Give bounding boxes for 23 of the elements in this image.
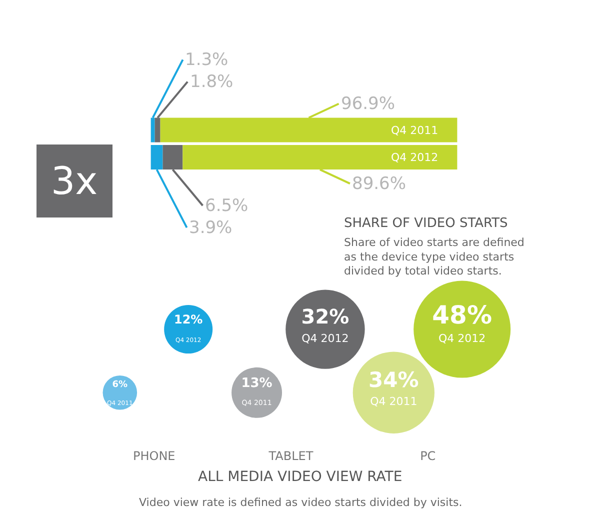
data-label: 6% [112, 380, 128, 390]
category-label: TABLET [268, 448, 314, 463]
text: SHARE OF VIDEO STARTS [344, 216, 508, 231]
text: 3x [51, 159, 98, 203]
text: Q4 2012 [302, 332, 349, 345]
data-label: 32% [301, 304, 350, 329]
data-label: 3.9% [189, 218, 232, 238]
data-label: 6.5% [205, 196, 248, 216]
text: Share of video starts are defined as the device type video starts divided by total video starts. [344, 236, 524, 278]
data-label: 89.6% [352, 174, 406, 194]
category-label: PC [420, 448, 436, 463]
data-label: 48% [432, 300, 492, 330]
data-label: 13% [241, 376, 272, 392]
category-label: PHONE [132, 448, 176, 463]
data-label: 12% [174, 312, 203, 327]
data-label: 34% [368, 368, 419, 392]
text: Q4 2011 [370, 395, 418, 408]
text: ALL MEDIA VIDEO VIEW RATE [198, 469, 402, 485]
data-label: 1.3% [185, 50, 228, 70]
text: Video view rate is defined as video starts divided by visits. [139, 496, 462, 509]
text: Q4 2012 [438, 332, 486, 345]
data-label: 1.8% [190, 72, 234, 92]
data-label: 96.9% [341, 94, 396, 114]
